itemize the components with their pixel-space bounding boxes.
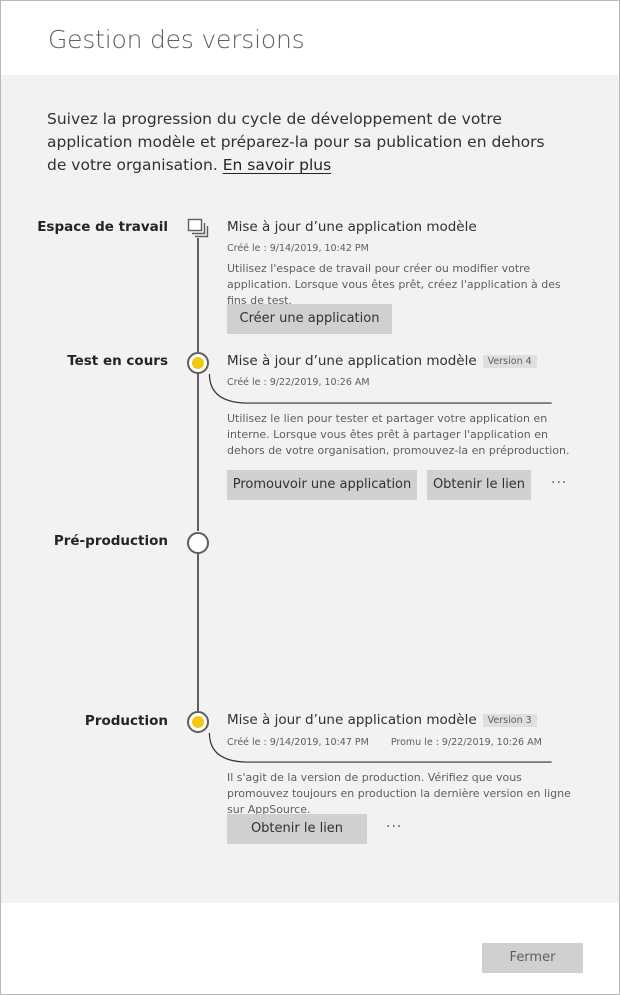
test-more-options-icon[interactable]: ··· <box>551 475 568 491</box>
test-connector-curve <box>208 373 552 404</box>
production-entry-title: Mise à jour d’une application modèle Vers… <box>227 712 537 728</box>
timeline-line <box>197 238 199 352</box>
learn-more-link[interactable]: En savoir plus <box>222 156 332 174</box>
workspace-entry-title: Mise à jour d’une application modèle <box>227 219 477 235</box>
production-entry-title-text: Mise à jour d’une application modèle <box>227 712 477 728</box>
intro-paragraph: Suivez la progression du cycle de dévelo… <box>47 110 545 174</box>
production-connector-curve <box>208 732 552 763</box>
workspace-stack-icon <box>187 218 209 238</box>
production-created-date: Créé le : 9/14/2019, 10:47 PM <box>227 737 369 748</box>
stage-node-test[interactable] <box>187 352 209 374</box>
create-app-button[interactable]: Créer une application <box>227 304 392 334</box>
production-more-options-icon[interactable]: ··· <box>386 819 403 835</box>
stage-label-test: Test en cours <box>67 353 168 369</box>
promote-app-button[interactable]: Promouvoir une application <box>227 470 417 500</box>
test-created-date: Créé le : 9/22/2019, 10:26 AM <box>227 377 370 388</box>
stage-label-preprod: Pré-production <box>53 533 168 549</box>
stage-node-production[interactable] <box>187 711 209 733</box>
timeline-line <box>197 373 199 531</box>
dialog-header: Gestion des versions <box>1 1 619 75</box>
production-dates: Créé le : 9/14/2019, 10:47 PM Promu le : … <box>227 737 542 748</box>
get-link-button-test[interactable]: Obtenir le lien <box>427 470 531 500</box>
production-version-badge: Version 3 <box>482 714 537 727</box>
stage-label-production: Production <box>84 713 168 729</box>
close-button[interactable]: Fermer <box>482 943 583 973</box>
intro-text: Suivez la progression du cycle de dévelo… <box>47 108 567 177</box>
test-description: Utilisez le lien pour tester et partager… <box>227 412 570 457</box>
stage-node-preprod[interactable] <box>187 532 209 554</box>
dialog-title: Gestion des versions <box>48 25 305 54</box>
production-description: Il s'agit de la version de production. V… <box>227 771 571 816</box>
workspace-created-date: Créé le : 9/14/2019, 10:42 PM <box>227 243 369 254</box>
get-link-button-production[interactable]: Obtenir le lien <box>227 814 367 844</box>
timeline-line <box>197 553 199 711</box>
workspace-description: Utilisez l'espace de travail pour créer … <box>227 262 561 307</box>
test-entry-title-text: Mise à jour d’une application modèle <box>227 353 477 369</box>
production-promoted-date: Promu le : 9/22/2019, 10:26 AM <box>390 737 542 748</box>
test-entry-title: Mise à jour d’une application modèle Vers… <box>227 353 537 369</box>
test-version-badge: Version 4 <box>482 355 537 368</box>
stage-label-workspace: Espace de travail <box>37 219 168 235</box>
